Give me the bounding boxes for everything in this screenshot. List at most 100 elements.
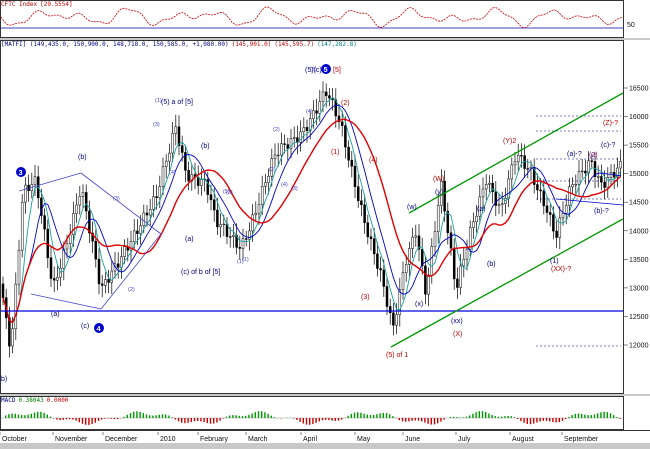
macd-bar xyxy=(431,418,432,425)
macd-bar xyxy=(338,418,339,421)
macd-bar xyxy=(607,412,608,418)
macd-bar xyxy=(411,418,412,421)
candle-body xyxy=(511,165,513,179)
candle-body xyxy=(168,153,170,161)
macd-bar xyxy=(495,416,496,418)
candle-body xyxy=(520,155,522,156)
wave-label: (a) xyxy=(185,236,194,243)
wave-label: (1) xyxy=(331,149,340,156)
macd-bar xyxy=(319,418,320,421)
macd-bar xyxy=(351,414,352,418)
macd-bar xyxy=(255,412,256,418)
candle-body xyxy=(117,264,119,267)
macd-bar xyxy=(66,418,67,419)
oscillator-axis: 50 xyxy=(624,0,650,38)
candle-body xyxy=(562,213,564,218)
macd-bar xyxy=(296,418,297,420)
candle-body xyxy=(287,145,289,149)
macd-bar xyxy=(459,417,460,418)
macd-bar xyxy=(507,416,508,418)
candle-body xyxy=(581,171,583,172)
macd-bar xyxy=(43,413,44,418)
candle-body xyxy=(162,167,164,187)
macd-bar xyxy=(408,418,409,421)
candle-body xyxy=(428,275,430,294)
macd-bar xyxy=(69,418,70,419)
macd-bar xyxy=(325,418,326,420)
candle-body xyxy=(527,169,529,170)
candle-body xyxy=(44,216,46,230)
macd-bar xyxy=(530,418,531,424)
candle-body xyxy=(514,162,516,165)
candle-body xyxy=(24,185,26,202)
candle-body xyxy=(18,250,20,284)
price-tick-label: 14500 xyxy=(629,200,649,207)
wave-label: (Y)2 xyxy=(503,138,516,145)
candle-body xyxy=(565,205,567,213)
wave-label: (XX)-? xyxy=(551,266,571,273)
candle-body xyxy=(252,215,254,231)
candle-body xyxy=(485,184,487,189)
macd-bar xyxy=(88,418,89,425)
macd-bar xyxy=(533,418,534,424)
macd-bar xyxy=(475,412,476,418)
macd-bar xyxy=(264,412,265,418)
wave-label: (Z)-? xyxy=(603,120,618,127)
candle-body xyxy=(559,218,561,238)
macd-bar xyxy=(443,418,444,420)
macd-bar xyxy=(299,418,300,422)
candle-body xyxy=(357,187,359,201)
candle-body xyxy=(316,111,318,113)
macd-bar xyxy=(591,415,592,418)
macd-bar xyxy=(386,413,387,418)
candle-body xyxy=(223,224,225,225)
candle-body xyxy=(604,182,606,187)
macd-bar xyxy=(389,414,390,418)
macd-bar xyxy=(165,414,166,418)
candle-body xyxy=(229,237,231,238)
macd-bar xyxy=(267,414,268,418)
oscillator-panel: CFTC Index[29.5554] xyxy=(0,0,624,38)
wave-label: (W) xyxy=(433,176,444,183)
macd-bar xyxy=(520,418,521,421)
macd-bar xyxy=(11,414,12,418)
macd-bar xyxy=(34,413,35,418)
candle-body xyxy=(213,200,215,210)
macd-bar xyxy=(207,418,208,423)
candle-body xyxy=(172,133,174,153)
macd-chart xyxy=(1,397,623,429)
candle-body xyxy=(373,239,375,254)
macd-bar xyxy=(367,415,368,418)
candle-body xyxy=(79,196,81,205)
candle-body xyxy=(501,204,503,205)
wave-label: (5) a of [5] xyxy=(161,99,193,106)
candle-body xyxy=(210,195,212,200)
oscillator-tick: 50 xyxy=(627,22,635,29)
macd-bar xyxy=(456,417,457,418)
macd-bar xyxy=(463,417,464,418)
candle-body xyxy=(200,179,202,186)
macd-bar xyxy=(162,414,163,418)
macd-bar xyxy=(335,418,336,421)
macd-bar xyxy=(139,412,140,418)
wave-label: (1) xyxy=(550,258,559,265)
candle-body xyxy=(597,176,599,177)
macd-bar xyxy=(466,417,467,418)
price-tick-label: 13500 xyxy=(629,257,649,264)
medium-moving-average xyxy=(3,105,621,323)
candle-body xyxy=(386,286,388,306)
macd-bar xyxy=(405,418,406,422)
macd-bar xyxy=(581,414,582,418)
macd-bar xyxy=(72,418,73,420)
candle-body xyxy=(367,223,369,237)
candle-body xyxy=(242,239,244,249)
macd-bar xyxy=(424,418,425,423)
candle-body xyxy=(56,277,58,280)
macd-bar xyxy=(239,416,240,418)
macd-bar xyxy=(415,418,416,420)
macd-bar xyxy=(245,416,246,418)
macd-bar xyxy=(95,418,96,423)
macd-bar xyxy=(197,418,198,421)
